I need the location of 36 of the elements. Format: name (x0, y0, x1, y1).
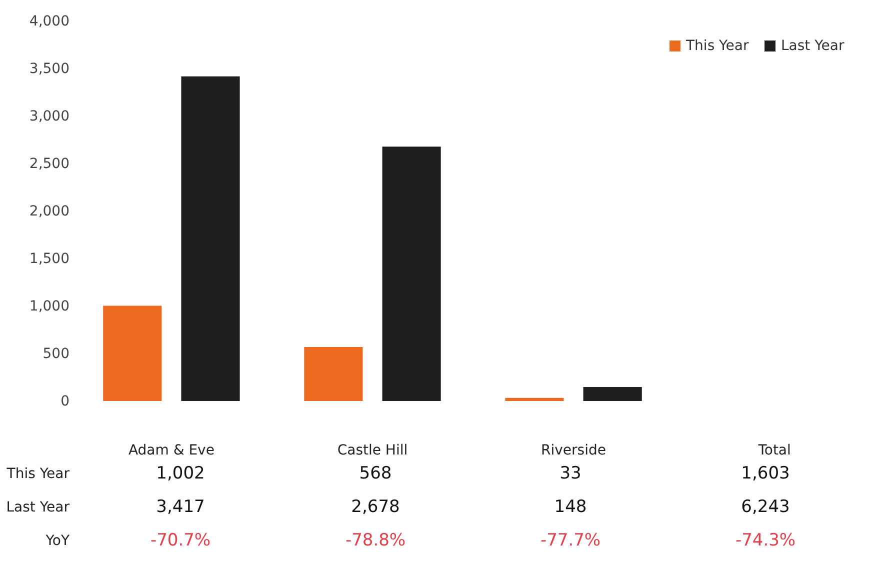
y-tick-label: 1,000 (29, 298, 70, 314)
data-label: 33 (560, 464, 582, 484)
x-tick-label: Castle Hill (337, 442, 408, 458)
text: Last Year (6, 500, 70, 516)
y-tick-label: 2,500 (29, 156, 70, 172)
bar (382, 146, 441, 401)
y-tick-label: 2,000 (29, 204, 70, 220)
text: -74.3% (735, 530, 796, 550)
bar (505, 398, 564, 401)
data-label: 3,417 (156, 497, 205, 517)
x-tick-label: Adam & Eve (128, 442, 214, 458)
bar (103, 306, 162, 401)
legend-label: This Year (685, 38, 749, 54)
legend-label: Last Year (781, 38, 844, 54)
text: This Year (6, 466, 70, 482)
bar (304, 347, 363, 401)
x-tick-label: Total (757, 442, 791, 458)
data-label: 148 (554, 497, 587, 517)
text: 6,243 (741, 497, 790, 517)
text: 1,603 (741, 464, 790, 484)
bar (181, 76, 240, 401)
y-tick-label: 1,500 (29, 251, 70, 267)
y-tick-label: 500 (42, 346, 70, 362)
y-tick-label: 0 (60, 394, 70, 410)
bar (583, 386, 642, 401)
y-tick-label: 4,000 (29, 14, 70, 30)
text: -77.7% (540, 530, 601, 550)
data-label: 568 (359, 464, 392, 484)
text: -78.8% (345, 530, 406, 550)
y-tick-label: 3,500 (29, 61, 70, 77)
data-label: 1,002 (156, 464, 205, 484)
x-tick-label: Riverside (541, 442, 606, 458)
text: YoY (44, 532, 70, 549)
text: -70.7% (150, 530, 211, 550)
data-label: 2,678 (351, 497, 400, 517)
y-tick-label: 3,000 (29, 108, 70, 124)
